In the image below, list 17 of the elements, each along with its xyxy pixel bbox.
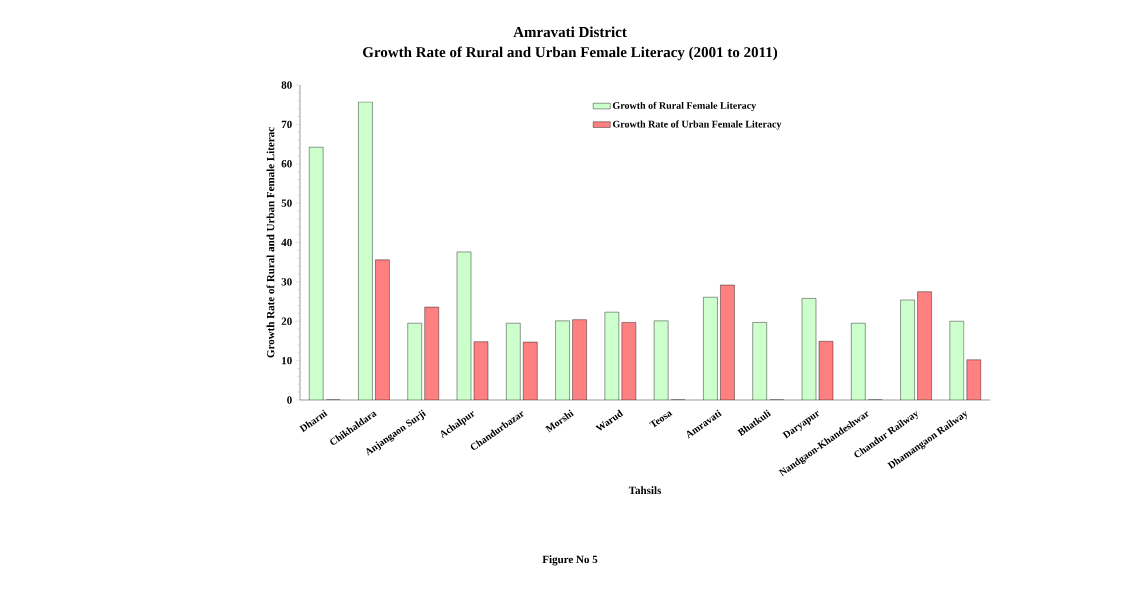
text: Figure No 5 (542, 555, 598, 566)
y-tick-label: 30 (281, 278, 292, 286)
y-tick-label: 50 (281, 199, 292, 207)
y-tick-label: 60 (281, 160, 292, 168)
x-tick-label: Teosa (649, 411, 673, 428)
y-axis-title: Growth Rate of Rural and Urban Female Literac (266, 127, 275, 358)
x-axis-title: Tahsils (628, 486, 662, 495)
y-tick-label: 80 (281, 81, 292, 89)
chart-title: Amravati District (513, 26, 627, 38)
legend-label: Growth Rate of Urban Female Literacy (612, 120, 782, 130)
y-tick-label: 40 (281, 238, 292, 247)
chart-subtitle: Growth Rate of Rural and Urban Female Literacy (2001 to 2011) (362, 46, 778, 61)
y-tick-label: 0 (287, 396, 292, 404)
y-tick-label: 70 (281, 120, 292, 129)
legend-label: Growth of Rural Female Literacy (612, 101, 757, 111)
y-tick-label: 20 (281, 317, 292, 325)
y-tick-label: 10 (282, 356, 292, 365)
